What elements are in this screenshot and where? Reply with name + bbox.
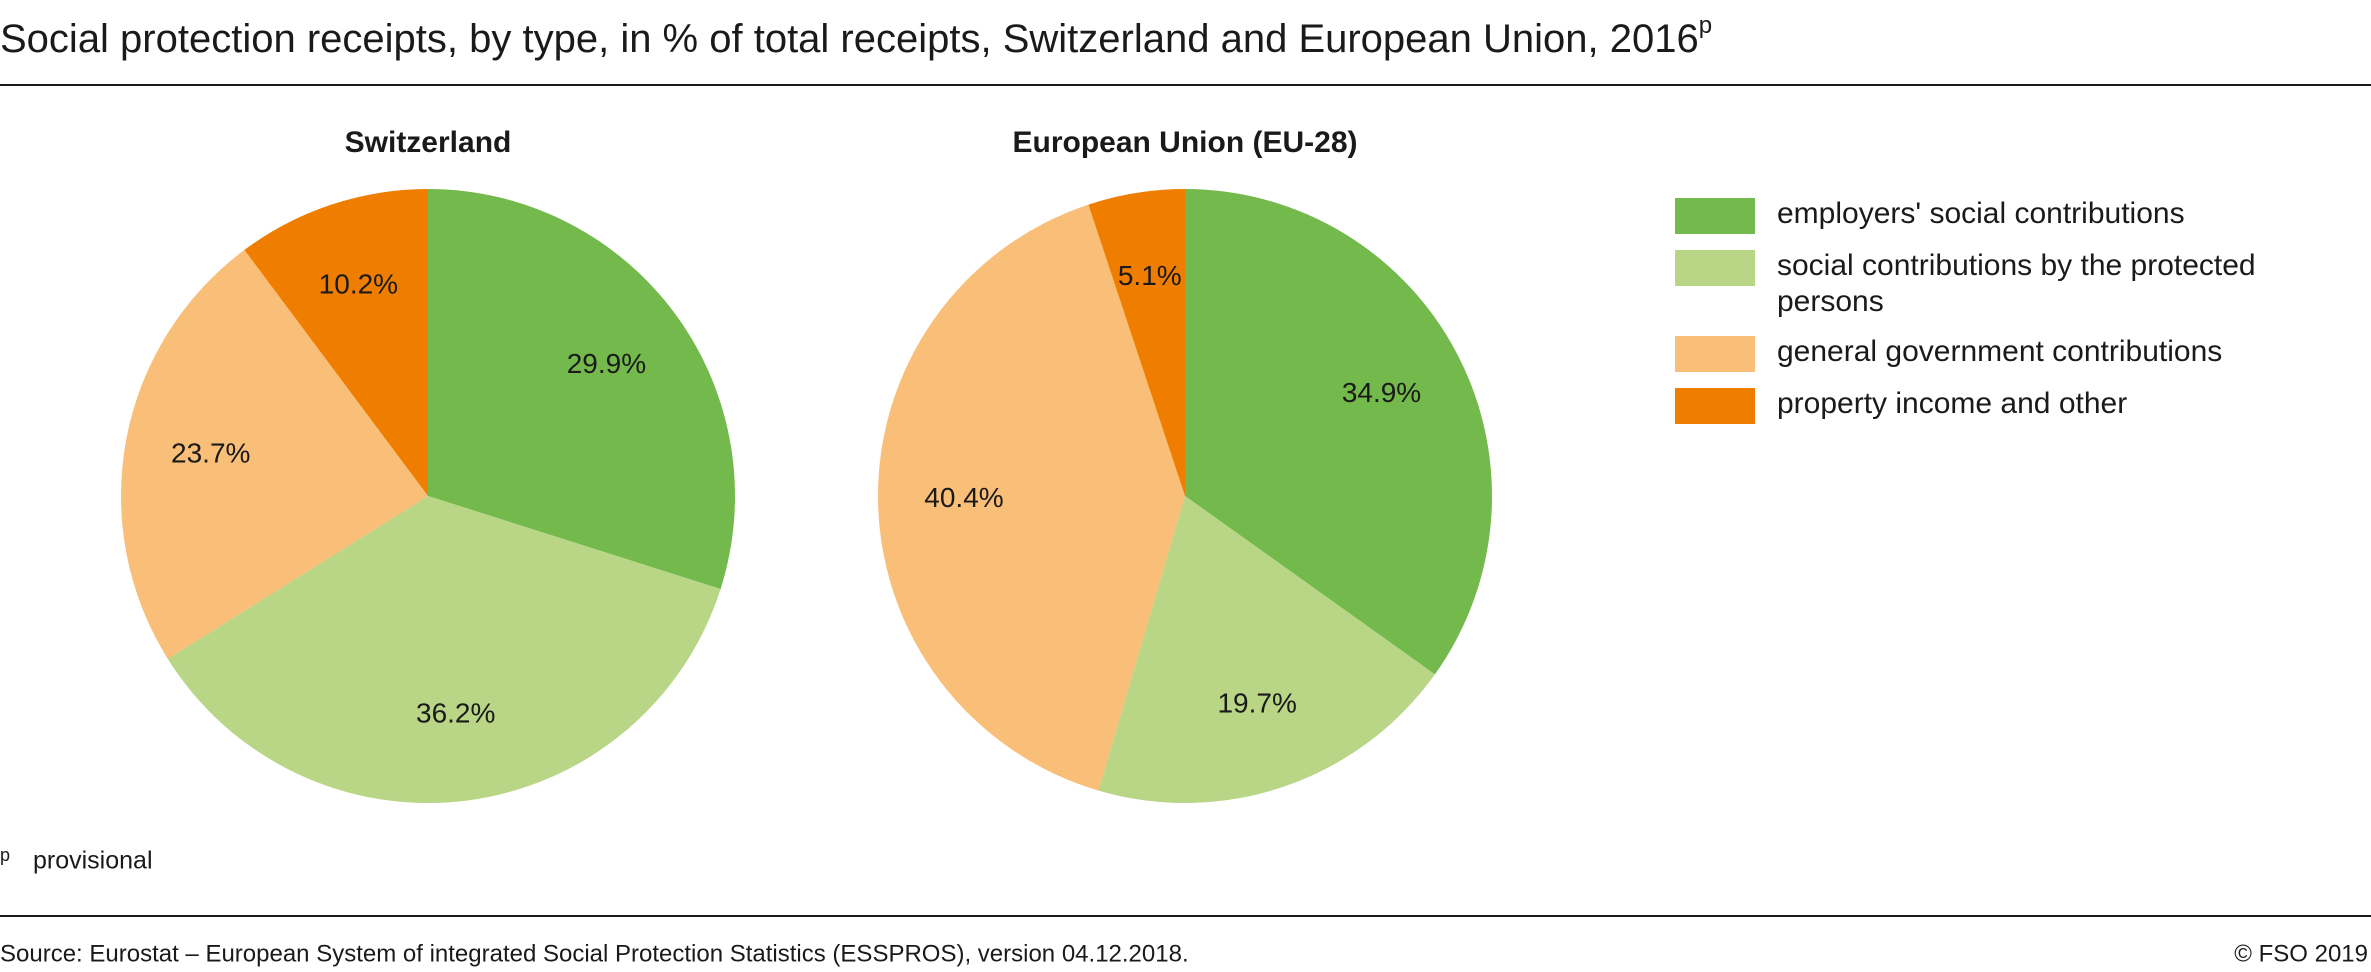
source: Source: Eurostat – European System of in… — [0, 940, 1189, 967]
value-label: 29.9% — [567, 348, 646, 379]
footnote-mark: p — [0, 845, 10, 865]
pie-slice — [244, 189, 428, 496]
pie-slice — [1185, 189, 1492, 675]
legend-item: employers' social contributions — [1675, 196, 2315, 234]
legend: employers' social contributions social co… — [1675, 196, 2315, 438]
value-label: 34.9% — [1342, 377, 1421, 408]
value-label: 23.7% — [171, 438, 250, 469]
title-text: Social protection receipts, by type, in … — [0, 17, 1699, 61]
legend-label: employers' social contributions — [1777, 197, 2185, 230]
value-label: 36.2% — [416, 698, 495, 729]
value-label: 19.7% — [1217, 687, 1296, 718]
legend-swatch — [1675, 388, 1755, 424]
value-label: 5.1% — [1118, 260, 1182, 291]
legend-item: social contributions by the protected pe… — [1675, 248, 2315, 320]
pie-title: European Union (EU-28) — [1012, 126, 1357, 159]
value-label: 40.4% — [924, 482, 1003, 513]
legend-label: social contributions by the protected pe… — [1777, 249, 2256, 318]
title: Social protection receipts, by type, in … — [0, 12, 1712, 60]
pie-slice — [1088, 189, 1185, 496]
pie-slice — [120, 249, 428, 659]
legend-swatch — [1675, 250, 1755, 286]
legend-label: general government contributions — [1777, 335, 2223, 368]
legend-label: property income and other — [1777, 387, 2128, 420]
copyright: © FSO 2019 — [2234, 940, 2368, 967]
pie-slice — [428, 189, 735, 590]
legend-item: property income and other — [1675, 386, 2315, 424]
legend-swatch — [1675, 336, 1755, 372]
pie-slice — [1098, 496, 1435, 803]
pie-title: Switzerland — [345, 126, 512, 159]
pie-slice — [167, 496, 721, 803]
footnote-text: provisional — [33, 847, 153, 875]
legend-swatch — [1675, 198, 1755, 234]
pie-slice — [877, 204, 1185, 791]
title-note-mark: p — [1699, 12, 1712, 39]
value-label: 10.2% — [319, 269, 398, 300]
legend-item: general government contributions — [1675, 334, 2315, 372]
